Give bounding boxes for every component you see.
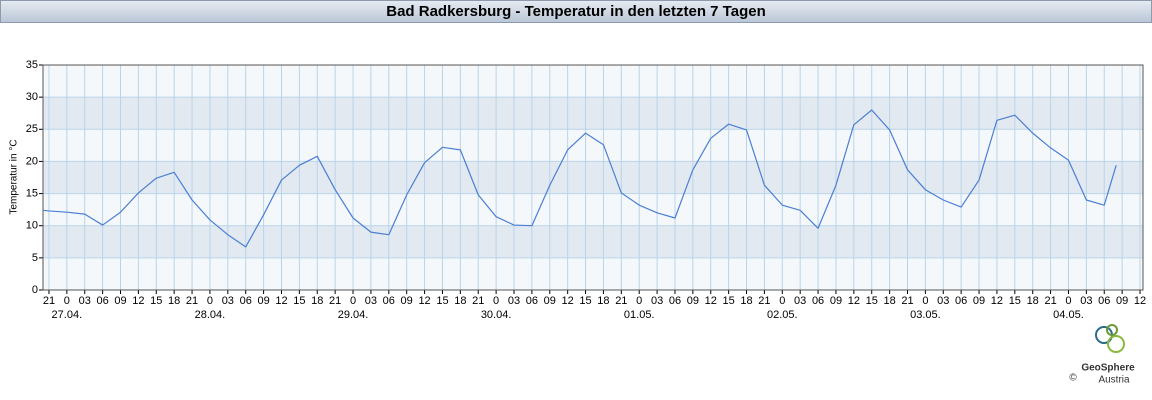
y-tick-label: 5 [32,252,38,264]
x-tick-label: 03 [651,295,663,307]
x-tick-label: 03 [79,295,91,307]
x-tick-label: 09 [973,295,985,307]
y-tick-label: 20 [26,155,38,167]
x-tick-label: 12 [991,295,1003,307]
chart-title: Bad Radkersburg - Temperatur in den letz… [386,3,766,20]
x-tick-label: 15 [866,295,878,307]
x-tick-label: 21 [186,295,198,307]
x-tick-label: 12 [562,295,574,307]
x-tick-label: 21 [758,295,770,307]
copyright: © [1069,373,1077,384]
date-label: 27.04. [52,309,83,321]
x-tick-label: 06 [96,295,108,307]
y-tick-label: 10 [26,220,38,232]
temperature-line [42,109,1117,248]
x-tick-label: 06 [1098,295,1110,307]
x-tick-label: 06 [812,295,824,307]
x-tick-label: 06 [383,295,395,307]
logo-name: GeoSphere [1081,363,1135,374]
x-tick-label: 15 [579,295,591,307]
x-tick-label: 12 [132,295,144,307]
x-tick-label: 18 [597,295,609,307]
x-tick-label: 12 [1134,295,1146,307]
x-tick-label: 18 [740,295,752,307]
x-tick-label: 15 [723,295,735,307]
x-tick-label: 0 [64,295,70,307]
x-tick-label: 12 [705,295,717,307]
y-tick-label: 15 [26,187,38,199]
band [43,225,1143,258]
date-label: 01.05. [624,309,655,321]
x-tick-label: 09 [257,295,269,307]
y-tick-label: 30 [26,91,38,103]
x-tick-label: 06 [955,295,967,307]
x-tick-label: 0 [922,295,928,307]
x-tick-label: 21 [1044,295,1056,307]
band [43,97,1143,130]
x-tick-label: 03 [222,295,234,307]
x-tick-label: 03 [365,295,377,307]
x-tick-label: 15 [436,295,448,307]
x-tick-label: 15 [150,295,162,307]
x-tick-label: 03 [794,295,806,307]
x-tick-label: 0 [636,295,642,307]
x-tick-label: 0 [779,295,785,307]
logo-sub: Austria [1098,375,1130,386]
x-tick-label: 18 [168,295,180,307]
x-tick-label: 03 [1080,295,1092,307]
band [43,161,1143,194]
y-tick-label: 25 [26,123,38,135]
x-tick-label: 06 [240,295,252,307]
x-tick-label: 18 [1027,295,1039,307]
x-tick-label: 12 [418,295,430,307]
x-tick-label: 09 [687,295,699,307]
x-tick-label: 09 [830,295,842,307]
date-label: 29.04. [338,309,369,321]
x-tick-label: 15 [1009,295,1021,307]
x-tick-label: 18 [311,295,323,307]
x-tick-label: 21 [43,295,55,307]
x-tick-label: 06 [669,295,681,307]
x-tick-label: 09 [544,295,556,307]
x-tick-label: 0 [1065,295,1071,307]
x-tick-label: 15 [293,295,305,307]
date-label: 04.05. [1053,309,1084,321]
x-tick-label: 0 [207,295,213,307]
logo: GeoSphere Austria © [1069,324,1135,386]
date-label: 02.05. [767,309,798,321]
x-tick-label: 0 [493,295,499,307]
x-tick-label: 21 [615,295,627,307]
x-tick-label: 09 [114,295,126,307]
date-label: 30.04. [481,309,512,321]
logo-icon [1106,324,1118,336]
x-tick-label: 21 [329,295,341,307]
date-label: 28.04. [195,309,226,321]
x-tick-label: 18 [883,295,895,307]
y-tick-label: 35 [26,59,38,71]
y-tick-label: 0 [32,284,38,296]
x-tick-label: 06 [526,295,538,307]
x-tick-label: 09 [1116,295,1128,307]
y-axis-label: Temperatur in °C [9,139,20,214]
x-tick-label: 12 [848,295,860,307]
plot-frame [42,64,1144,291]
x-tick-label: 03 [937,295,949,307]
date-label: 03.05. [910,309,941,321]
x-tick-label: 18 [454,295,466,307]
x-tick-label: 03 [508,295,520,307]
x-tick-label: 09 [401,295,413,307]
x-tick-label: 21 [472,295,484,307]
x-tick-label: 21 [901,295,913,307]
logo-icon [1107,335,1125,353]
x-tick-label: 0 [350,295,356,307]
x-tick-label: 12 [275,295,287,307]
